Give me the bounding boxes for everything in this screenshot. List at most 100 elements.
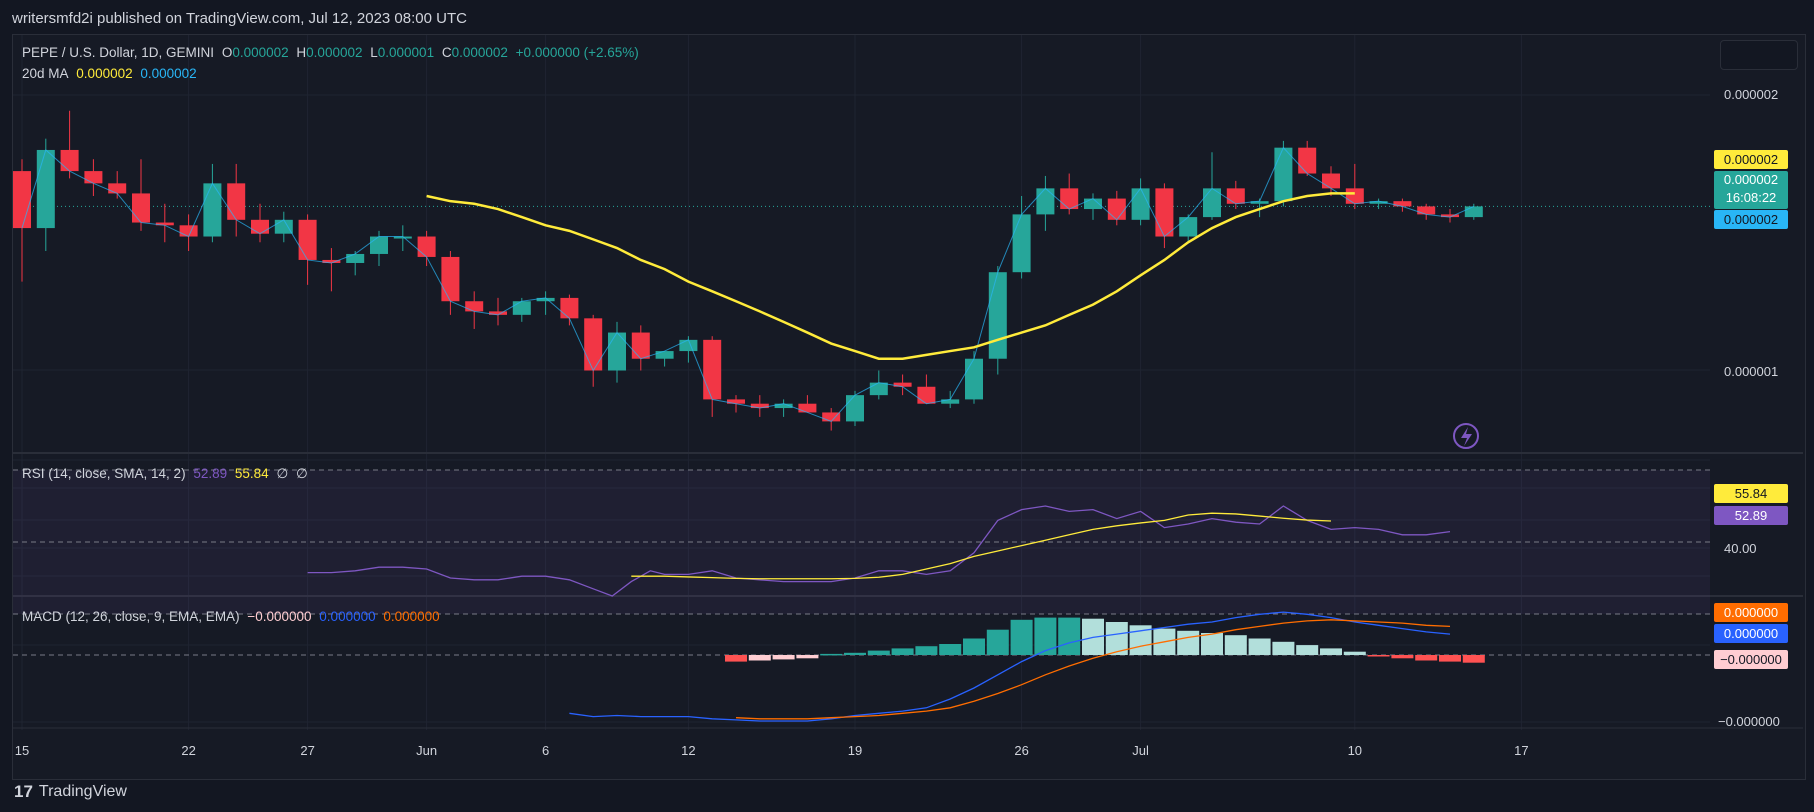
candle-body (1464, 206, 1483, 218)
macd-histogram-bar (820, 653, 843, 656)
candle-body (1417, 206, 1436, 215)
macd-histogram-bar (844, 652, 866, 655)
last-price-tag: 0.000002 16:08:22 (1714, 171, 1788, 209)
candle-body (584, 318, 603, 371)
rsi-tag: 52.89 (1714, 506, 1788, 525)
x-axis-ticks: 15 22 27 Jun 6 12 19 26 Jul 10 17 (15, 743, 1529, 758)
macd-histogram-bar (1058, 617, 1081, 655)
macd-histogram-bar (1248, 638, 1271, 655)
x-tick-label: 22 (181, 743, 195, 758)
candle-body (965, 358, 983, 400)
open-label: O (221, 45, 233, 60)
candle-body (703, 339, 722, 400)
macd-histogram-bar (1320, 648, 1342, 655)
x-tick-label: 15 (15, 743, 29, 758)
ma-layer (426, 192, 1355, 360)
candle-body (988, 272, 1007, 359)
candle-body (1203, 188, 1221, 218)
candle-body (512, 301, 531, 315)
candle-body (893, 382, 912, 387)
candle-body (1036, 188, 1055, 215)
candle-body (108, 183, 127, 194)
candle-body (227, 183, 246, 220)
countdown-value: 16:08:22 (1725, 190, 1777, 205)
rsi-na-1: ∅ (276, 466, 289, 481)
tradingview-logo[interactable]: 17 TradingView (14, 782, 127, 802)
x-tick-label: Jul (1132, 743, 1149, 758)
candle-body (917, 386, 936, 404)
macd-histogram-bar (725, 655, 747, 662)
macd-histogram-bar (1391, 655, 1414, 659)
candle-body (465, 301, 484, 312)
close-value: 0.000002 (451, 45, 508, 60)
x-tick-label: 26 (1014, 743, 1028, 758)
candle-body (298, 219, 317, 260)
price-tick-top: 0.000002 (1724, 87, 1779, 102)
x-tick-label: 17 (1514, 743, 1528, 758)
candle-body (1155, 188, 1174, 237)
rsi-layer (13, 469, 1710, 615)
candle-body (1369, 201, 1388, 204)
candle-body (132, 193, 150, 223)
candle-body (1060, 188, 1079, 210)
candle-body (631, 332, 650, 359)
ma-price-tag: 0.000002 (1714, 150, 1788, 169)
candle-body (1179, 217, 1198, 237)
macd-histogram-bar (796, 655, 819, 659)
rsi-legend[interactable]: RSI (14, close, SMA, 14, 2) 52.89 55.84 … (22, 466, 312, 482)
candle-body (1274, 147, 1293, 202)
macd-histogram-bar (939, 644, 962, 655)
candle-body (489, 311, 507, 315)
macd-histogram-bar (748, 655, 771, 661)
candle-body (798, 403, 817, 413)
candle-body (679, 339, 698, 352)
rsi-sma-line (631, 512, 1332, 580)
chart-frame[interactable] (12, 34, 1806, 780)
candle-body (608, 332, 626, 371)
macd-histogram-bar (1462, 655, 1485, 663)
ma-value-2: 0.000002 (140, 66, 197, 81)
ma-value-1: 0.000002 (76, 66, 133, 81)
x-tick-label: 12 (681, 743, 695, 758)
close-price-tag: 0.000002 (1714, 210, 1788, 229)
candle-body (84, 171, 103, 184)
candle-body (869, 382, 888, 396)
macd-histogram-bar (891, 648, 914, 655)
candle-body (1441, 214, 1459, 218)
low-value: 0.000001 (377, 45, 435, 60)
object-tree-button[interactable] (1720, 40, 1798, 70)
last-price-value: 0.000002 (1723, 172, 1779, 187)
rsi-tick-40: 40.00 (1724, 541, 1757, 556)
macd-legend[interactable]: MACD (12, 26, close, 9, EMA, EMA) −0.000… (22, 609, 444, 624)
macd-label: MACD (12, 26, close, 9, EMA, EMA) (22, 609, 240, 624)
open-value: 0.000002 (232, 45, 289, 60)
candle-body (179, 225, 198, 237)
x-tick-label: 19 (848, 743, 862, 758)
rsi-sma-tag: 55.84 (1714, 484, 1788, 503)
macd-layer (13, 611, 1710, 722)
x-tick-label: 10 (1348, 743, 1362, 758)
symbol-title[interactable]: PEPE / U.S. Dollar, 1D, GEMINI (22, 45, 215, 60)
macd-signal-line (735, 619, 1451, 720)
published-line: writersmfd2i published on TradingView.co… (12, 10, 467, 27)
candle-body (1226, 188, 1245, 204)
rsi-na-2: ∅ (295, 466, 308, 481)
candle-body (13, 171, 31, 229)
candle-body (203, 183, 222, 237)
ma-legend[interactable]: 20d MA 0.000002 0.000002 (22, 66, 201, 81)
grid-lines (13, 35, 1803, 730)
macd-histogram-bar (986, 629, 1009, 655)
candle-body (655, 351, 674, 359)
macd-line (569, 611, 1451, 722)
price-tick-bottom: 0.000001 (1724, 364, 1779, 379)
x-tick-label: 27 (300, 743, 314, 758)
candle-body (1298, 147, 1317, 174)
tradingview-brand: TradingView (38, 783, 127, 800)
low-label: L (370, 45, 378, 60)
candle-body (417, 236, 436, 257)
macd-histogram-bar (1010, 619, 1033, 655)
candle-body (560, 297, 579, 319)
alert-icon[interactable] (1453, 423, 1479, 449)
macd-histogram-bar (1343, 651, 1366, 655)
